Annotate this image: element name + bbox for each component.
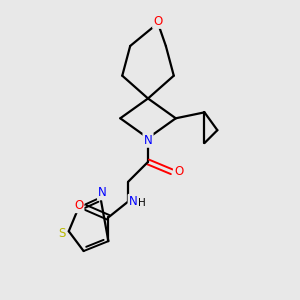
Text: N: N [129,195,137,208]
Text: O: O [74,199,83,212]
Text: N: N [98,186,107,199]
Text: H: H [138,197,146,208]
Text: O: O [174,165,183,178]
Text: O: O [153,15,163,28]
Text: N: N [144,134,152,147]
Text: S: S [58,227,65,240]
